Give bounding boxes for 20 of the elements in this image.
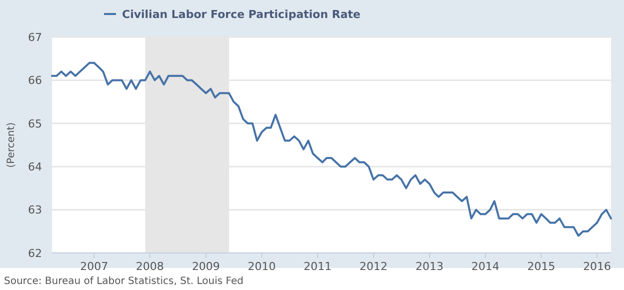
legend-label: Civilian Labor Force Participation Rate <box>122 8 360 21</box>
y-axis-title: (Percent) <box>6 122 17 168</box>
x-tick-label: 2009 <box>192 260 220 273</box>
x-tick-label: 2012 <box>360 260 388 273</box>
y-tick-label: 66 <box>28 74 42 88</box>
y-tick-label: 65 <box>28 117 42 130</box>
x-tick-label: 2015 <box>527 260 556 273</box>
y-tick-label: 64 <box>28 160 42 174</box>
x-tick-label: 2014 <box>471 260 500 273</box>
y-tick-label: 63 <box>28 204 42 217</box>
x-tick-label: 2011 <box>304 260 332 273</box>
y-tick-label: 67 <box>28 30 42 44</box>
source-note: Source: Bureau of Labor Statistics, St. Louis Fed <box>4 276 244 287</box>
line-series <box>51 62 612 237</box>
x-tick-label: 2016 <box>583 260 612 273</box>
x-tick-label: 2010 <box>248 260 276 273</box>
x-tick-label: 2008 <box>136 260 164 273</box>
x-tick-label: 2007 <box>80 260 108 273</box>
y-tick-label: 62 <box>28 246 42 260</box>
x-tick-label: 2013 <box>416 260 444 273</box>
